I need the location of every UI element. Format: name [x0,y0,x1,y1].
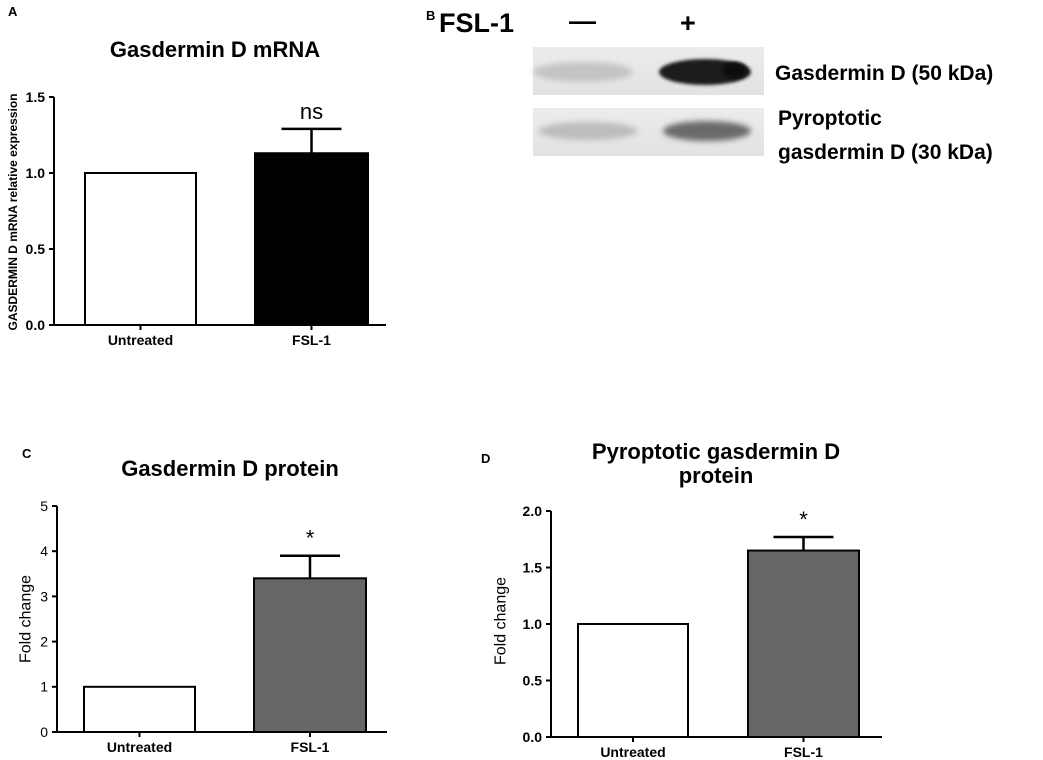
bar-fsl-1 [747,549,860,738]
plus-sign: + [680,8,696,38]
y-axis-label: Fold change [493,577,510,665]
x-tick-label-untreated: Untreated [107,739,172,755]
y-tick-label: 4 [40,543,48,559]
y-tick-label: 5 [40,498,48,514]
y-tick-label: 1.5 [26,89,46,105]
x-tick-label-fsl-1: FSL-1 [292,332,331,348]
band-label-50kda: Gasdermin D (50 kDa) [775,62,993,85]
y-tick-label: 1.5 [523,559,543,575]
band-untreated-30kda [538,122,638,140]
y-tick-label: 3 [40,588,48,604]
x-tick-label-untreated: Untreated [108,332,173,348]
bar-fsl-1 [254,152,369,326]
band-fsl1-30kda [663,121,751,141]
y-tick-label: 1 [40,679,48,695]
y-tick-label: 1.0 [26,165,46,181]
chart-title: Gasdermin D mRNA [110,37,320,62]
chart-c-gasdermin-protein: Gasdermin D protein Fold change Untreated *… [18,456,387,755]
bar-untreated [84,172,197,326]
panel-b-western-blot: B FSL-1 — + Gasdermin D (50 kDa) Pyropto… [426,6,993,164]
significance-marker: ns [300,99,323,124]
y-tick-label: 2.0 [523,503,543,519]
chart-title: Gasdermin D protein [121,456,339,481]
y-tick-label: 0.0 [26,317,46,333]
x-tick-label-fsl-1: FSL-1 [784,744,823,760]
bar-fsl-1 [253,577,367,733]
x-tick-label-untreated: Untreated [600,744,665,760]
significance-marker: * [306,526,315,551]
band-label-30kda-line2: gasdermin D (30 kDa) [778,141,993,164]
minus-sign: — [569,6,596,36]
treatment-label: FSL-1 [439,8,514,38]
panel-letter-c: C [22,446,32,461]
band-untreated-50kda [533,62,633,82]
bar-untreated [83,685,196,733]
panel-letter-b: B [426,8,435,23]
panel-letter-d: D [481,451,490,466]
y-tick-label: 0.5 [523,672,543,688]
y-axis-label: GASDERMIN D mRNA relative expression [6,94,20,331]
chart-a-gasdermin-mrna: Gasdermin D mRNA GASDERMIN D mRNA relativ… [6,37,386,348]
y-tick-label: 2 [40,634,48,650]
y-tick-label: 0 [40,724,48,740]
y-tick-label: 0.0 [523,729,543,745]
x-tick-label-fsl-1: FSL-1 [291,739,330,755]
chart-title-line1: Pyroptotic gasdermin D [592,439,840,464]
bar-untreated [577,623,689,738]
chart-title-line2: protein [679,463,754,488]
y-tick-label: 0.5 [26,241,46,257]
y-tick-label: 1.0 [523,616,543,632]
significance-marker: * [799,507,808,532]
band-label-30kda-line1: Pyroptotic [778,107,882,130]
panel-letter-a: A [8,4,18,19]
band-fsl1-50kda-core [723,62,747,78]
y-axis-label: Fold change [18,575,35,663]
